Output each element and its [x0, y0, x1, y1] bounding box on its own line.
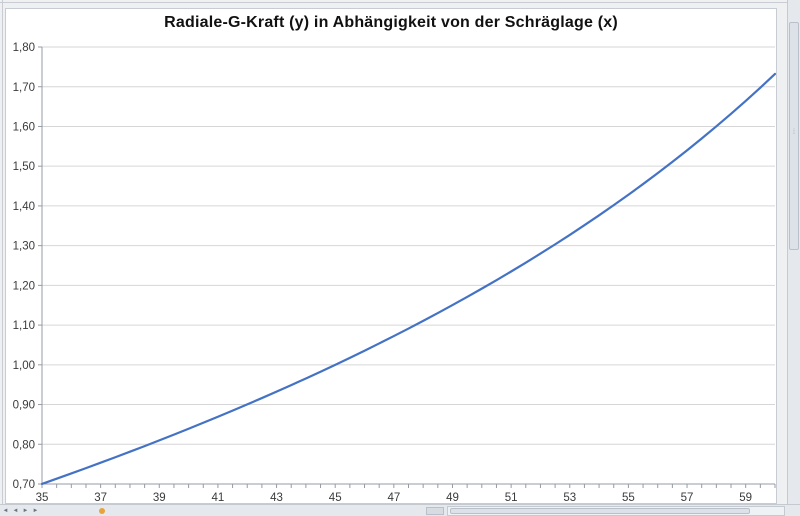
horizontal-split-handle[interactable]: [426, 507, 444, 515]
x-tick-label: 47: [387, 492, 400, 503]
y-tick-label: 0,70: [13, 479, 35, 491]
y-tick-label: 1,70: [13, 82, 35, 94]
plot-area: 0,70 0,80 0,90 1,00 1,10 1,20 1,30 1,40 1,50 1,60…: [13, 42, 776, 503]
bottom-window-strip: ◄ ◄ ► ►: [0, 504, 800, 516]
x-tick-label: 45: [329, 492, 342, 503]
window-frame-edge-left: [2, 0, 3, 504]
chart-area[interactable]: Radiale-G-Kraft (y) in Abhängigkeit von …: [5, 8, 777, 504]
y-tick-label: 1,10: [13, 320, 35, 332]
vertical-scrollbar-thumb[interactable]: ⁞: [789, 22, 799, 250]
x-tick-label: 49: [446, 492, 459, 503]
y-tick-label: 1,50: [13, 161, 35, 173]
y-tick-label: 1,80: [13, 42, 35, 54]
x-tick-label: 55: [622, 492, 635, 503]
x-tick-label: 39: [153, 492, 166, 503]
horizontal-scrollbar[interactable]: [447, 506, 785, 516]
sheet-nav-next-icon[interactable]: ►: [22, 508, 29, 514]
vertical-scrollbar[interactable]: ⁞: [787, 0, 800, 504]
x-tick-label: 51: [505, 492, 518, 503]
series-line: [40, 72, 776, 486]
scrollbar-grip-icon: ⁞: [793, 129, 795, 136]
sheet-navigation: ◄ ◄ ► ►: [2, 507, 39, 515]
y-tick-label: 1,40: [13, 201, 35, 213]
sheet-tab-icon[interactable]: [99, 508, 105, 514]
x-tick-label: 35: [36, 492, 49, 503]
x-tick-label: 59: [739, 492, 752, 503]
x-tick-label: 57: [681, 492, 694, 503]
y-tick-label: 0,80: [13, 439, 35, 451]
x-tick-label: 41: [212, 492, 225, 503]
y-tick-label: 0,90: [13, 400, 35, 412]
y-tick-label: 1,20: [13, 280, 35, 292]
x-tick-label: 37: [94, 492, 107, 503]
sheet-nav-prev-icon[interactable]: ◄: [12, 508, 19, 514]
sheet-nav-first-icon[interactable]: ◄: [2, 508, 9, 514]
x-tick-label: 53: [563, 492, 576, 503]
chart-title: Radiale-G-Kraft (y) in Abhängigkeit von …: [164, 14, 618, 31]
window-frame-edge-top: [0, 2, 800, 3]
y-tick-label: 1,30: [13, 241, 35, 253]
y-tick-label: 1,60: [13, 121, 35, 133]
sheet-nav-last-icon[interactable]: ►: [32, 508, 39, 514]
y-tick-label: 1,00: [13, 360, 35, 372]
x-tick-label: 43: [270, 492, 283, 503]
horizontal-scrollbar-thumb[interactable]: [450, 508, 750, 514]
